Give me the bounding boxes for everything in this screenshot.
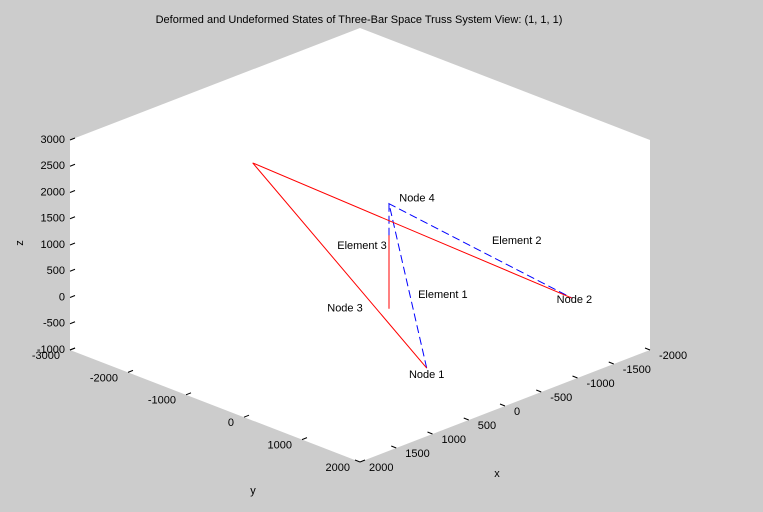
z-tick <box>69 242 76 246</box>
z-tick <box>69 137 76 141</box>
x-tick-label: -1500 <box>623 364 651 376</box>
x-tick <box>499 403 506 407</box>
x-tick-label: 1500 <box>405 448 429 460</box>
z-tick <box>69 163 76 167</box>
y-axis-label: y <box>250 485 256 497</box>
y-tick <box>243 414 250 418</box>
x-tick <box>354 459 361 463</box>
z-tick <box>69 321 76 325</box>
z-tick-label: 3000 <box>41 134 65 146</box>
x-tick <box>391 445 397 449</box>
annotation: Node 1 <box>409 369 444 381</box>
z-tick-label: 2500 <box>41 160 65 172</box>
y-tick <box>359 459 366 463</box>
annotation: Element 1 <box>418 289 468 301</box>
z-tick-label: 1500 <box>41 213 65 225</box>
z-tick <box>69 216 76 220</box>
z-tick-label: 500 <box>47 265 65 277</box>
annotation: Element 2 <box>492 235 542 247</box>
x-tick <box>644 347 651 351</box>
x-tick <box>427 431 433 435</box>
x-tick-label: -1000 <box>587 378 615 390</box>
z-tick-label: -500 <box>43 318 65 330</box>
z-tick <box>69 295 76 298</box>
annotation: Node 4 <box>399 193 434 205</box>
x-tick <box>608 361 614 365</box>
truss-line <box>252 162 573 369</box>
y-tick <box>301 437 308 441</box>
chart-title: Deformed and Undeformed States of Three-… <box>156 14 563 26</box>
x-tick-label: -2000 <box>659 350 687 362</box>
y-tick <box>127 369 134 373</box>
x-tick-label: 1000 <box>442 434 466 446</box>
y-tick-label: 2000 <box>326 462 350 474</box>
axes-background <box>70 28 650 462</box>
y-tick <box>185 392 192 396</box>
x-tick-label: 0 <box>514 406 520 418</box>
z-tick <box>69 190 76 193</box>
y-tick-label: 1000 <box>268 440 292 452</box>
y-tick-label: -3000 <box>32 350 60 362</box>
z-axis-label: z <box>14 240 26 246</box>
z-tick-label: 0 <box>59 291 65 303</box>
y-tick <box>69 347 76 351</box>
x-tick <box>572 375 578 379</box>
z-tick-label: -1000 <box>37 344 65 356</box>
y-tick-label: -2000 <box>90 372 118 384</box>
z-tick-label: 2000 <box>41 186 65 198</box>
y-tick-label: -1000 <box>148 395 176 407</box>
x-tick-label: 2000 <box>369 462 393 474</box>
x-axis-label: x <box>494 468 500 480</box>
annotation: Element 3 <box>337 240 387 252</box>
annotation: Node 3 <box>327 303 362 315</box>
x-tick <box>463 417 469 421</box>
y-tick-label: 0 <box>228 417 234 429</box>
z-tick-label: 1000 <box>41 239 65 251</box>
z-tick <box>69 268 76 272</box>
x-tick-label: -500 <box>550 392 572 404</box>
x-tick-label: 500 <box>478 420 496 432</box>
annotation: Node 2 <box>557 294 592 306</box>
x-tick <box>536 389 542 393</box>
